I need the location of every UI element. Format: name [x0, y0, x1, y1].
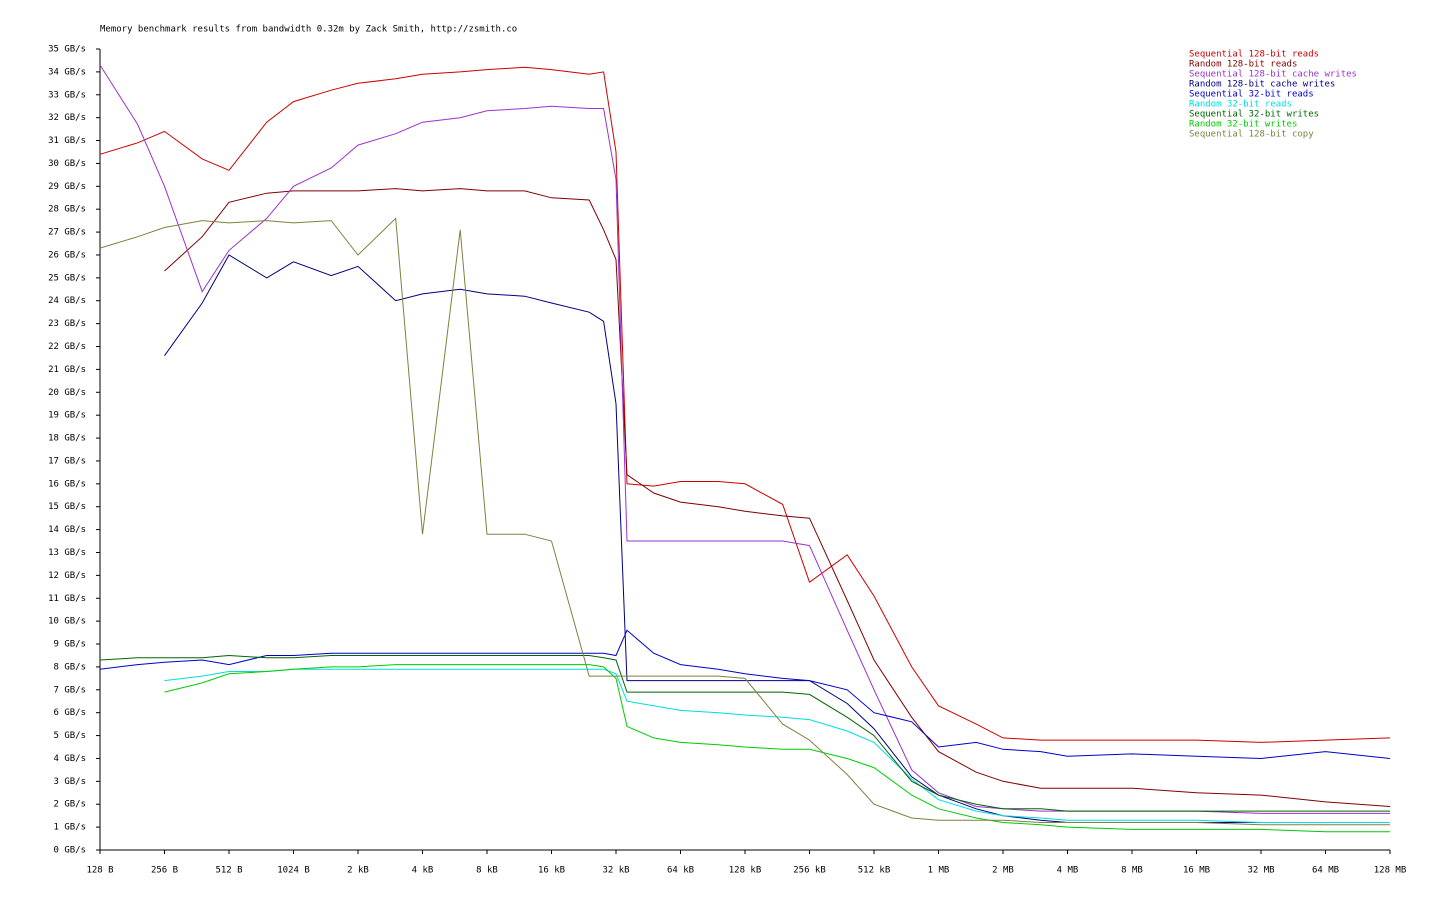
x-tick-label: 2 MB [992, 866, 1014, 876]
x-tick-label: 256 B [151, 866, 178, 876]
y-tick-label: 32 GB/s [48, 113, 86, 123]
y-tick-label: 13 GB/s [48, 548, 86, 558]
x-tick-label: 64 kB [667, 866, 694, 876]
x-tick-label: 128 MB [1374, 866, 1407, 876]
y-tick-label: 17 GB/s [48, 456, 86, 466]
x-tick-label: 32 MB [1247, 866, 1274, 876]
x-tick-label: 16 MB [1183, 866, 1210, 876]
y-tick-label: 25 GB/s [48, 273, 86, 283]
x-tick-label: 1 MB [928, 866, 950, 876]
x-tick-label: 512 B [215, 866, 242, 876]
y-tick-label: 35 GB/s [48, 45, 86, 55]
y-tick-label: 4 GB/s [53, 754, 86, 764]
y-tick-label: 16 GB/s [48, 479, 86, 489]
series-line [164, 664, 1390, 833]
y-tick-label: 22 GB/s [48, 342, 86, 352]
x-tick-label: 32 kB [602, 866, 629, 876]
x-tick-label: 8 MB [1121, 866, 1143, 876]
chart-title: Memory benchmark results from bandwidth … [100, 25, 517, 35]
legend-entry: Sequential 32-bit reads [1189, 90, 1314, 100]
series-line [164, 188, 1391, 807]
legend-entry: Random 32-bit writes [1189, 120, 1297, 130]
y-tick-label: 11 GB/s [48, 594, 86, 604]
y-tick-label: 29 GB/s [48, 182, 86, 192]
y-tick-label: 24 GB/s [48, 296, 86, 306]
y-tick-label: 12 GB/s [48, 571, 86, 581]
x-tick-label: 4 kB [412, 866, 434, 876]
x-tick-label: 4 MB [1057, 866, 1079, 876]
y-tick-label: 23 GB/s [48, 319, 86, 329]
y-tick-label: 26 GB/s [48, 250, 86, 260]
series-line [164, 254, 1390, 823]
legend-entry: Random 128-bit cache writes [1189, 80, 1335, 90]
legend-entry: Random 128-bit reads [1189, 60, 1297, 70]
y-tick-label: 10 GB/s [48, 617, 86, 627]
series-line [99, 64, 1390, 814]
legend-entry: Sequential 128-bit cache writes [1189, 70, 1357, 80]
y-tick-label: 21 GB/s [48, 365, 86, 375]
y-tick-label: 14 GB/s [48, 525, 86, 535]
y-tick-label: 5 GB/s [53, 731, 86, 741]
y-tick-label: 15 GB/s [48, 502, 86, 512]
x-tick-label: 8 kB [476, 866, 498, 876]
y-tick-label: 9 GB/s [53, 640, 86, 650]
y-tick-label: 31 GB/s [48, 136, 86, 146]
y-tick-label: 1 GB/s [53, 823, 86, 833]
x-tick-label: 128 kB [729, 866, 762, 876]
legend-entry: Sequential 128-bit copy [1189, 130, 1314, 140]
y-tick-label: 6 GB/s [53, 708, 86, 718]
y-tick-label: 19 GB/s [48, 411, 86, 421]
y-tick-label: 3 GB/s [53, 777, 86, 787]
y-tick-label: 27 GB/s [48, 228, 86, 238]
x-tick-label: 256 kB [793, 866, 826, 876]
y-tick-label: 2 GB/s [53, 800, 86, 810]
y-tick-label: 33 GB/s [48, 90, 86, 100]
x-tick-label: 64 MB [1312, 866, 1339, 876]
legend-entry: Sequential 32-bit writes [1189, 110, 1319, 120]
y-tick-label: 30 GB/s [48, 159, 86, 169]
series-line [99, 217, 1390, 826]
series-line [99, 629, 1391, 760]
y-tick-label: 20 GB/s [48, 388, 86, 398]
series-line [99, 654, 1390, 812]
legend-entry: Sequential 128-bit reads [1189, 50, 1319, 60]
x-tick-label: 1024 B [277, 866, 310, 876]
series-line [164, 668, 1390, 823]
x-tick-label: 512 kB [858, 866, 891, 876]
y-tick-label: 28 GB/s [48, 205, 86, 215]
y-tick-label: 34 GB/s [48, 67, 86, 77]
x-tick-label: 16 kB [538, 866, 565, 876]
legend-entry: Random 32-bit reads [1189, 100, 1292, 110]
y-tick-label: 7 GB/s [53, 685, 86, 695]
y-tick-label: 0 GB/s [53, 846, 86, 856]
x-tick-label: 2 kB [347, 866, 369, 876]
y-tick-label: 8 GB/s [53, 662, 86, 672]
series-line [99, 66, 1391, 743]
y-tick-label: 18 GB/s [48, 434, 86, 444]
x-tick-label: 128 B [86, 866, 113, 876]
